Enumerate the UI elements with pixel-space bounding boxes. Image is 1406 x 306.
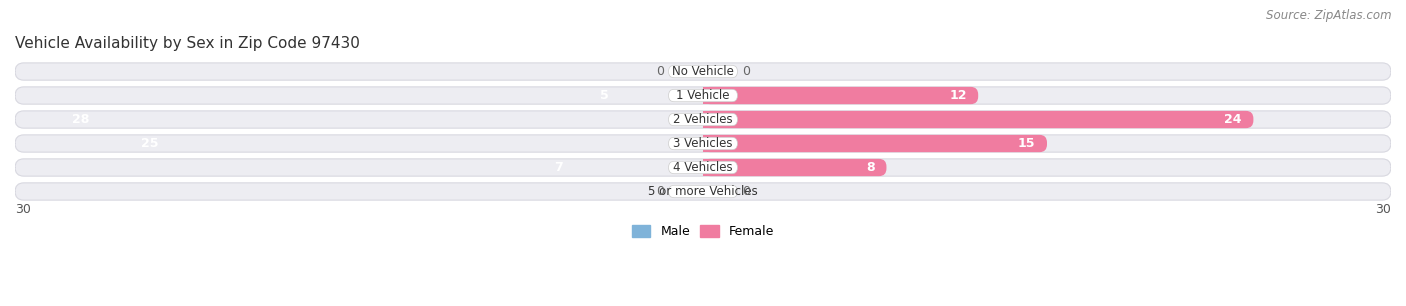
Text: 7: 7 (554, 161, 562, 174)
Text: 30: 30 (1375, 203, 1391, 216)
Text: 30: 30 (15, 203, 31, 216)
FancyBboxPatch shape (15, 183, 1391, 200)
Text: Vehicle Availability by Sex in Zip Code 97430: Vehicle Availability by Sex in Zip Code … (15, 36, 360, 51)
Bar (703, 159, 710, 176)
Text: 24: 24 (1225, 113, 1241, 126)
FancyBboxPatch shape (703, 111, 1253, 128)
Text: 15: 15 (1018, 137, 1036, 150)
Bar (703, 135, 710, 152)
Text: 2 Vehicles: 2 Vehicles (673, 113, 733, 126)
Text: 25: 25 (141, 137, 159, 150)
FancyBboxPatch shape (703, 135, 1047, 152)
Text: 5 or more Vehicles: 5 or more Vehicles (648, 185, 758, 198)
FancyBboxPatch shape (669, 137, 737, 150)
Text: 28: 28 (72, 113, 90, 126)
FancyBboxPatch shape (15, 111, 1391, 128)
FancyBboxPatch shape (15, 63, 1391, 80)
FancyBboxPatch shape (669, 113, 737, 126)
Text: 0: 0 (742, 65, 749, 78)
FancyBboxPatch shape (703, 159, 886, 176)
FancyBboxPatch shape (669, 185, 737, 198)
Text: 0: 0 (657, 65, 664, 78)
Text: 12: 12 (949, 89, 967, 102)
Text: 1 Vehicle: 1 Vehicle (676, 89, 730, 102)
Text: 3 Vehicles: 3 Vehicles (673, 137, 733, 150)
FancyBboxPatch shape (703, 87, 979, 104)
Text: Source: ZipAtlas.com: Source: ZipAtlas.com (1267, 9, 1392, 22)
Text: 8: 8 (866, 161, 875, 174)
Text: 0: 0 (657, 185, 664, 198)
FancyBboxPatch shape (669, 89, 737, 102)
FancyBboxPatch shape (669, 161, 737, 174)
FancyBboxPatch shape (15, 87, 1391, 104)
FancyBboxPatch shape (15, 159, 1391, 176)
Text: No Vehicle: No Vehicle (672, 65, 734, 78)
Text: 0: 0 (742, 185, 749, 198)
Bar (703, 111, 710, 128)
Text: 4 Vehicles: 4 Vehicles (673, 161, 733, 174)
FancyBboxPatch shape (15, 135, 1391, 152)
FancyBboxPatch shape (669, 65, 737, 78)
Text: 5: 5 (600, 89, 609, 102)
Legend: Male, Female: Male, Female (627, 220, 779, 243)
Bar (703, 87, 710, 104)
